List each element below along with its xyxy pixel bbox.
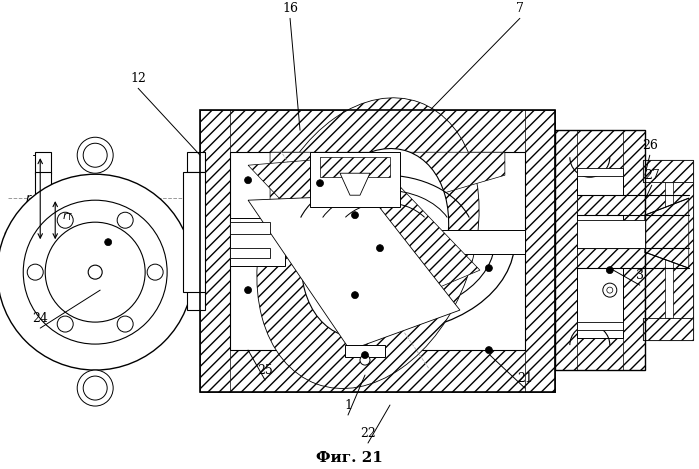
Bar: [310, 152, 400, 207]
Bar: [35, 172, 51, 292]
Text: 7: 7: [516, 2, 524, 15]
Bar: [555, 130, 577, 370]
Circle shape: [83, 143, 107, 167]
Circle shape: [606, 267, 613, 273]
Circle shape: [117, 316, 133, 332]
Circle shape: [57, 316, 73, 332]
Bar: [623, 130, 644, 370]
Text: 24: 24: [32, 311, 48, 325]
Circle shape: [0, 174, 193, 370]
Bar: [643, 318, 693, 340]
Bar: [35, 288, 51, 310]
Circle shape: [45, 222, 145, 322]
Bar: [200, 350, 555, 392]
Circle shape: [27, 264, 43, 280]
Bar: [643, 318, 693, 340]
Text: 16: 16: [282, 2, 298, 15]
Circle shape: [360, 355, 370, 365]
Bar: [577, 195, 689, 215]
Bar: [230, 152, 525, 350]
Bar: [555, 330, 644, 370]
Ellipse shape: [257, 98, 479, 388]
Bar: [187, 152, 205, 172]
Ellipse shape: [301, 149, 449, 338]
Circle shape: [245, 177, 252, 184]
Bar: [577, 168, 623, 176]
Circle shape: [147, 264, 163, 280]
Text: 3: 3: [636, 269, 644, 282]
Circle shape: [57, 212, 73, 228]
Text: 27: 27: [644, 169, 660, 182]
Bar: [577, 170, 623, 338]
Text: 12: 12: [130, 72, 146, 85]
Circle shape: [377, 245, 384, 252]
Bar: [644, 182, 693, 318]
Circle shape: [485, 347, 492, 354]
Bar: [644, 182, 665, 318]
Text: $r$: $r$: [25, 192, 33, 205]
Circle shape: [117, 212, 133, 228]
Bar: [187, 290, 205, 310]
Text: 26: 26: [642, 139, 658, 152]
Circle shape: [607, 287, 613, 293]
Bar: [230, 218, 285, 266]
Bar: [525, 110, 555, 392]
Bar: [577, 248, 689, 268]
Bar: [555, 130, 644, 370]
Bar: [230, 230, 525, 254]
Polygon shape: [340, 173, 370, 195]
Bar: [345, 345, 385, 357]
Bar: [230, 222, 270, 234]
Bar: [577, 220, 644, 248]
Circle shape: [352, 292, 359, 299]
Polygon shape: [644, 198, 689, 268]
Text: 21: 21: [517, 371, 533, 385]
Circle shape: [352, 212, 359, 219]
Bar: [672, 182, 693, 318]
Text: 25: 25: [257, 363, 273, 377]
Circle shape: [317, 180, 324, 187]
Circle shape: [23, 200, 167, 344]
Polygon shape: [248, 195, 460, 350]
Circle shape: [88, 265, 102, 279]
Circle shape: [245, 287, 252, 294]
Polygon shape: [270, 152, 505, 210]
Text: Фиг. 21: Фиг. 21: [315, 451, 382, 465]
Circle shape: [77, 370, 113, 406]
Circle shape: [485, 265, 492, 272]
Bar: [183, 172, 205, 292]
Bar: [643, 160, 693, 182]
Circle shape: [361, 352, 368, 359]
Polygon shape: [248, 155, 480, 310]
Circle shape: [603, 283, 617, 297]
Bar: [6, 232, 35, 254]
Circle shape: [83, 376, 107, 400]
Circle shape: [77, 137, 113, 173]
Bar: [577, 322, 623, 330]
Bar: [200, 110, 555, 152]
Text: $r_{\mathrm{T}}$: $r_{\mathrm{T}}$: [62, 210, 73, 223]
Bar: [35, 152, 51, 174]
Text: 22: 22: [360, 426, 376, 439]
Bar: [643, 160, 693, 182]
Bar: [200, 110, 555, 392]
Circle shape: [105, 239, 112, 246]
Bar: [200, 110, 230, 392]
Bar: [320, 157, 390, 177]
Text: 1: 1: [344, 399, 352, 411]
Bar: [230, 248, 270, 258]
Bar: [555, 130, 644, 170]
